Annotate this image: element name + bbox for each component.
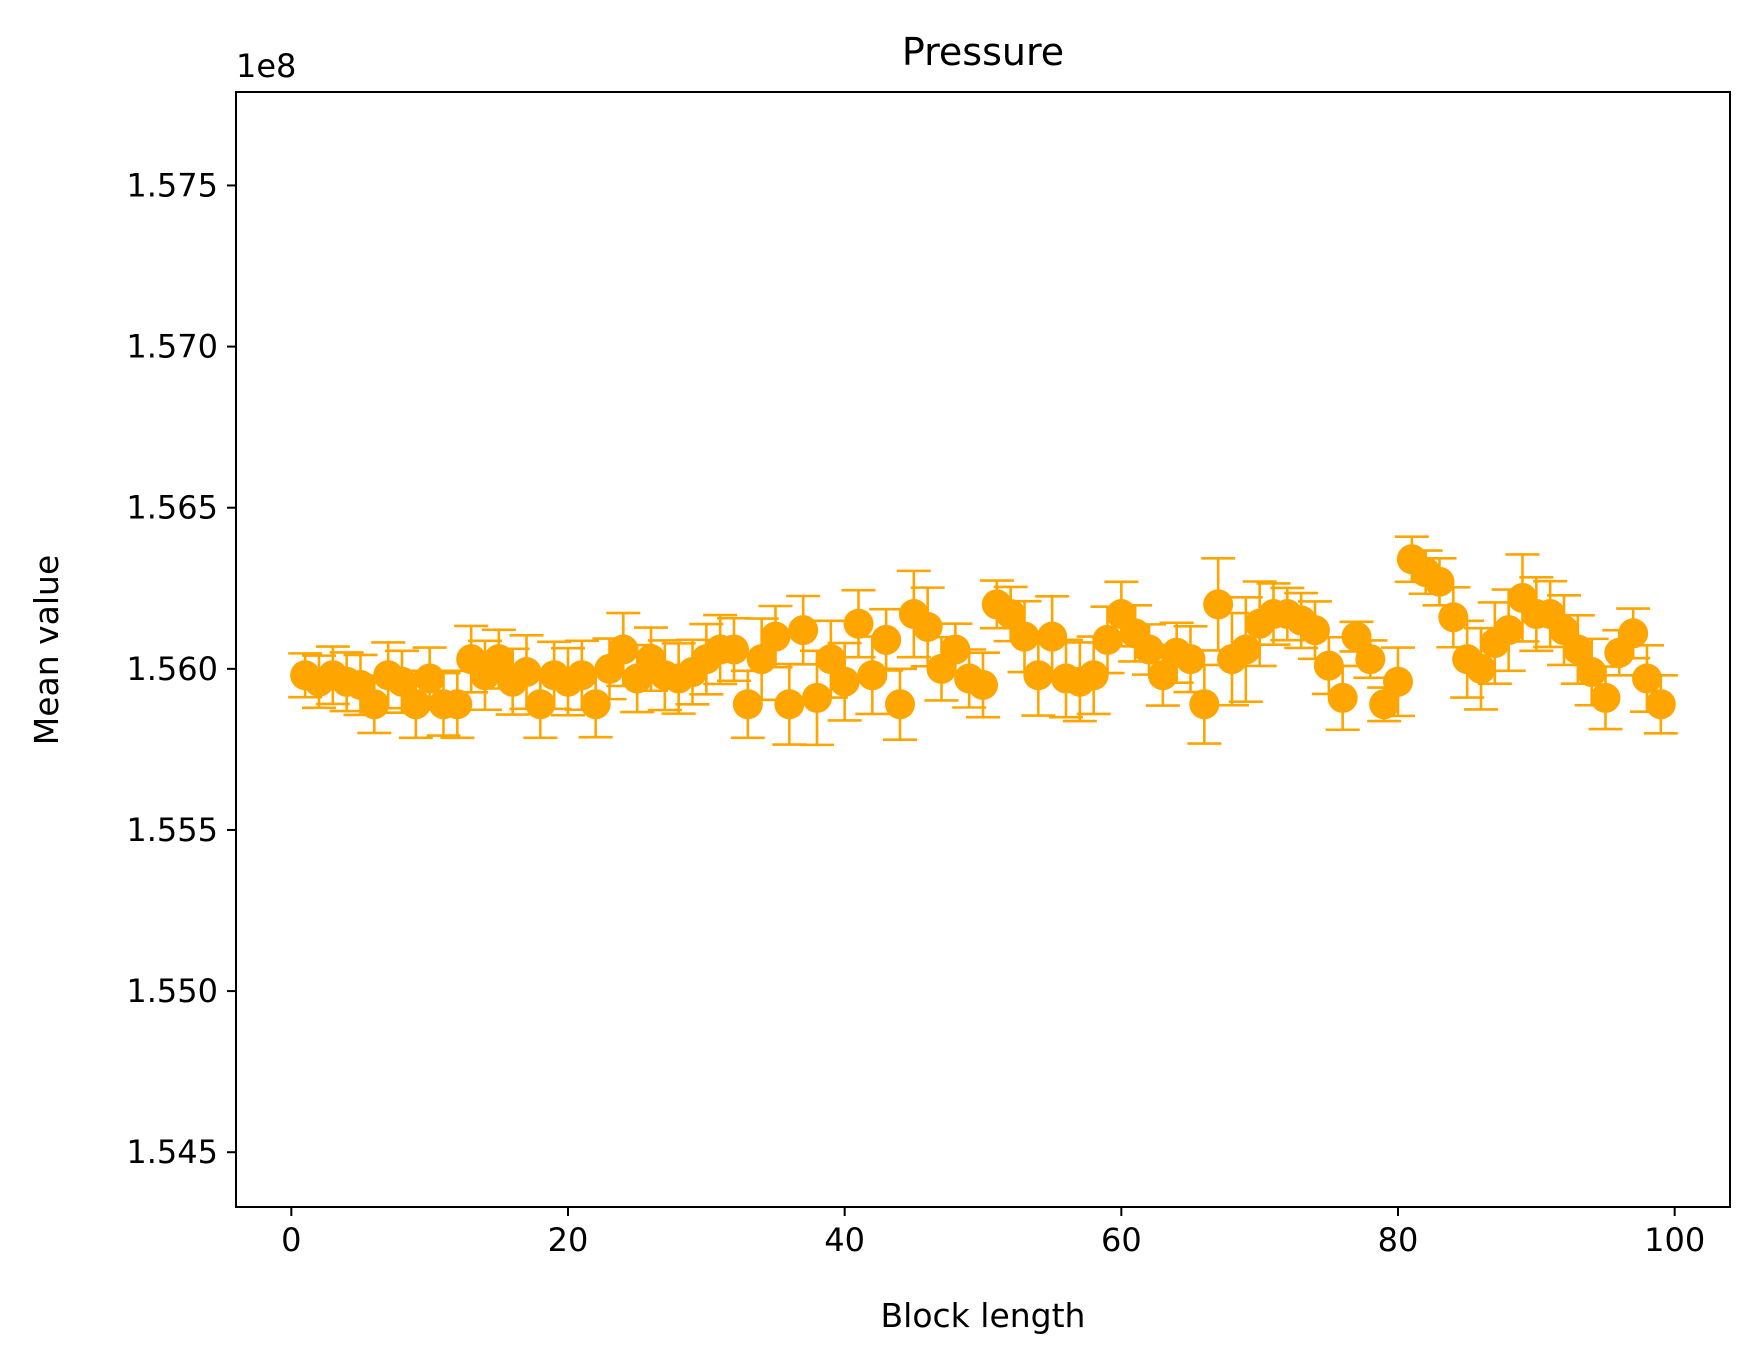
data-point — [1092, 624, 1123, 655]
data-marks — [288, 535, 1678, 747]
data-point — [1590, 682, 1621, 713]
data-point — [940, 634, 971, 665]
data-point — [857, 660, 888, 691]
x-tick-label: 60 — [1101, 1221, 1142, 1259]
data-point — [1327, 682, 1358, 713]
data-point — [442, 689, 473, 720]
y-tick-label: 1.570 — [126, 328, 218, 366]
data-point — [1632, 663, 1662, 694]
data-point — [871, 624, 902, 655]
x-tick-label: 0 — [281, 1221, 301, 1259]
data-point — [1355, 644, 1386, 675]
data-point — [1466, 653, 1496, 684]
y-axis-ticks: 1.545 1.550 1.555 1.560 1.565 1.570 1.575 — [126, 166, 236, 1171]
data-point — [1424, 566, 1455, 597]
data-point — [1078, 660, 1109, 691]
data-point — [580, 689, 611, 720]
data-point — [566, 660, 597, 691]
data-point — [1147, 660, 1178, 691]
x-tick-label: 40 — [824, 1221, 865, 1259]
data-point — [1438, 602, 1469, 633]
data-point — [1023, 660, 1054, 691]
y-axis-label: Mean value — [27, 555, 66, 746]
data-point — [1645, 689, 1676, 720]
data-point — [1134, 634, 1164, 665]
data-point — [843, 608, 874, 639]
data-point — [732, 689, 763, 720]
y-tick-label: 1.550 — [126, 972, 218, 1010]
chart-title: Pressure — [902, 30, 1064, 74]
data-point — [1300, 615, 1330, 646]
data-point — [1009, 621, 1040, 652]
data-point — [1203, 589, 1234, 620]
data-point — [1369, 689, 1400, 720]
x-axis-ticks: 0 20 40 60 80 100 — [281, 1207, 1705, 1259]
data-point — [525, 689, 556, 720]
data-point — [400, 689, 431, 720]
data-point — [719, 634, 749, 665]
y-tick-label: 1.555 — [126, 811, 218, 849]
data-point — [483, 644, 514, 675]
y-tick-label: 1.560 — [126, 650, 218, 688]
data-point — [1313, 650, 1344, 681]
data-point — [760, 621, 791, 652]
data-point — [802, 682, 832, 713]
data-point — [1562, 634, 1593, 665]
y-tick-label: 1.565 — [126, 489, 218, 527]
data-point — [511, 657, 542, 688]
data-point — [387, 666, 417, 697]
y-offset-label: 1e8 — [236, 47, 296, 85]
y-tick-label: 1.575 — [126, 166, 218, 204]
data-point — [608, 634, 639, 665]
data-point — [1383, 666, 1413, 697]
data-point — [414, 663, 445, 694]
data-point — [1230, 634, 1261, 665]
data-point — [1576, 657, 1607, 688]
data-point — [885, 689, 915, 720]
data-point — [774, 689, 805, 720]
data-point — [1189, 689, 1220, 720]
data-point — [746, 644, 777, 675]
data-point — [1037, 621, 1068, 652]
data-point — [995, 599, 1026, 630]
data-point — [1618, 618, 1649, 649]
x-tick-label: 80 — [1378, 1221, 1419, 1259]
plot-frame — [235, 91, 1731, 1208]
x-tick-label: 20 — [548, 1221, 589, 1259]
x-axis-label: Block length — [881, 1296, 1086, 1335]
data-point — [788, 615, 819, 646]
data-point — [829, 666, 860, 697]
data-point — [1175, 644, 1206, 675]
data-point — [912, 611, 943, 642]
data-point — [968, 669, 998, 700]
data-point — [1493, 615, 1524, 646]
y-tick-label: 1.545 — [126, 1133, 218, 1171]
data-point — [1341, 621, 1372, 652]
data-point — [359, 689, 390, 720]
x-tick-label: 100 — [1644, 1221, 1705, 1259]
data-point — [815, 644, 846, 675]
